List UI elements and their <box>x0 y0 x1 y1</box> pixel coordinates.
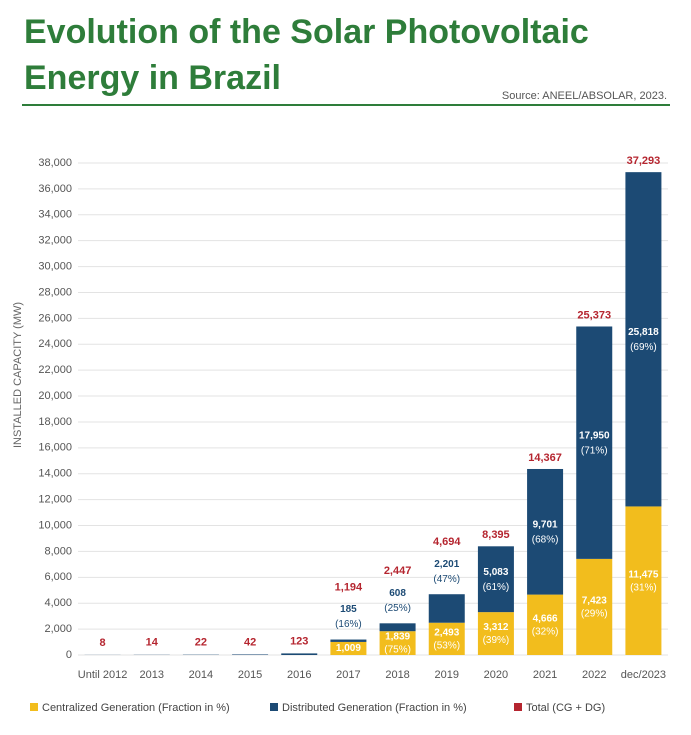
bar-segment <box>625 506 661 655</box>
fraction-label: (71%) <box>581 445 608 456</box>
bar-segment <box>429 594 465 622</box>
bar-segment <box>625 172 661 506</box>
legend-label: Distributed Generation (Fraction in %) <box>282 702 467 714</box>
total-label: 4,694 <box>433 536 461 548</box>
segment-label: 2,493 <box>434 628 459 639</box>
y-tick-label: 38,000 <box>38 157 72 169</box>
source: Source: ANEEL/ABSOLAR, 2023. <box>502 90 667 102</box>
bar <box>232 654 268 655</box>
legend-label: Total (CG + DG) <box>526 702 605 714</box>
bar-segment <box>576 326 612 558</box>
segment-label: 11,475 <box>628 569 658 580</box>
y-tick-label: 22,000 <box>38 364 72 376</box>
fraction-label: (68%) <box>532 534 559 545</box>
total-label: 42 <box>244 636 256 648</box>
legend-swatch <box>30 703 38 711</box>
chart-title: Evolution of the Solar Photovoltaic <box>24 13 589 51</box>
fraction-label: (16%) <box>335 619 362 630</box>
y-tick-label: 26,000 <box>38 312 72 324</box>
fraction-label: (47%) <box>433 574 460 585</box>
chart-title: Energy in Brazil <box>24 59 281 97</box>
x-tick-label: dec/2023 <box>621 669 666 681</box>
total-label: 8 <box>100 637 106 649</box>
x-tick-label: 2015 <box>238 669 262 681</box>
y-tick-label: 2,000 <box>44 623 72 635</box>
segment-label: 608 <box>389 588 406 599</box>
y-tick-label: 8,000 <box>44 545 72 557</box>
legend-swatch <box>514 703 522 711</box>
fraction-label: (39%) <box>483 635 510 646</box>
x-tick-label: 2014 <box>189 669 213 681</box>
bar-segment <box>478 612 514 655</box>
segment-label: 9,701 <box>533 519 558 530</box>
total-label: 14 <box>146 637 159 649</box>
segment-label: 17,950 <box>579 430 610 441</box>
total-label: 123 <box>290 635 308 647</box>
bar <box>281 653 317 655</box>
segment-label: 5,083 <box>483 567 508 578</box>
segment-label: 185 <box>340 604 357 615</box>
y-tick-label: 10,000 <box>38 519 72 531</box>
total-label: 8,395 <box>482 529 510 541</box>
legend-swatch <box>270 703 278 711</box>
fraction-label: (75%) <box>384 645 411 656</box>
bar-segment <box>527 469 563 595</box>
y-tick-label: 4,000 <box>44 597 72 609</box>
total-label: 37,293 <box>627 155 661 167</box>
segment-label: 3,312 <box>483 622 508 633</box>
legend-label: Centralized Generation (Fraction in %) <box>42 702 230 714</box>
y-tick-label: 34,000 <box>38 209 72 221</box>
total-label: 22 <box>195 637 207 649</box>
bar-segment <box>527 595 563 655</box>
segment-label: 1,839 <box>385 632 410 643</box>
bar-segment <box>330 640 366 642</box>
x-tick-label: 2013 <box>140 669 164 681</box>
y-tick-label: 18,000 <box>38 416 72 428</box>
x-tick-label: 2019 <box>435 669 459 681</box>
y-tick-label: 30,000 <box>38 260 72 272</box>
bar-segment <box>576 559 612 655</box>
fraction-label: (32%) <box>532 626 559 637</box>
x-tick-label: 2022 <box>582 669 606 681</box>
total-label: 1,194 <box>335 581 363 593</box>
segment-label: 7,423 <box>582 596 607 607</box>
x-tick-label: 2021 <box>533 669 557 681</box>
y-tick-label: 6,000 <box>44 571 72 583</box>
x-tick-label: 2016 <box>287 669 311 681</box>
total-label: 14,367 <box>528 452 562 464</box>
x-tick-label: 2018 <box>385 669 409 681</box>
fraction-label: (69%) <box>630 342 657 353</box>
y-tick-label: 16,000 <box>38 442 72 454</box>
y-tick-label: 28,000 <box>38 286 72 298</box>
segment-label: 4,666 <box>533 613 558 624</box>
bar-segment <box>478 546 514 612</box>
y-tick-label: 12,000 <box>38 494 72 506</box>
fraction-label: (25%) <box>384 603 411 614</box>
total-label: 25,373 <box>577 309 611 321</box>
fraction-label: (61%) <box>483 582 510 593</box>
total-label: 2,447 <box>384 565 412 577</box>
y-tick-label: 0 <box>66 649 72 661</box>
y-axis-label: INSTALLED CAPACITY (MW) <box>12 302 24 448</box>
fraction-label: (29%) <box>581 609 608 620</box>
y-tick-label: 36,000 <box>38 183 72 195</box>
y-tick-label: 24,000 <box>38 338 72 350</box>
segment-label: 25,818 <box>628 327 659 338</box>
y-tick-label: 20,000 <box>38 390 72 402</box>
fraction-label: (31%) <box>630 582 657 593</box>
bar-segment <box>380 623 416 631</box>
y-tick-label: 14,000 <box>38 468 72 480</box>
x-tick-label: 2020 <box>484 669 508 681</box>
x-tick-label: 2017 <box>336 669 360 681</box>
segment-label: 2,201 <box>434 559 459 570</box>
fraction-label: (53%) <box>433 641 460 652</box>
y-tick-label: 32,000 <box>38 235 72 247</box>
x-tick-label: Until 2012 <box>78 669 128 681</box>
segment-label: 1,009 <box>336 643 361 654</box>
